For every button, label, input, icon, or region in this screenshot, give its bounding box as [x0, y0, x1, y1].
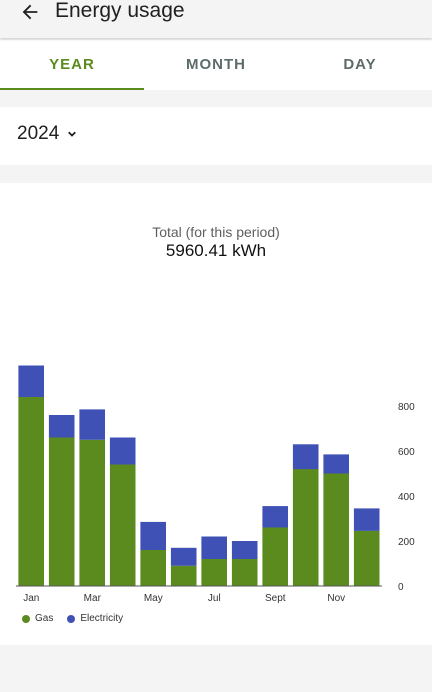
page-title: Energy usage	[55, 0, 185, 22]
chevron-down-icon	[68, 131, 77, 137]
y-tick-label-400: 400	[398, 492, 415, 503]
tab-day[interactable]: DAY	[343, 56, 377, 73]
legend-electricity[interactable]: Electricity	[67, 613, 123, 624]
y-tick-label-0: 0	[398, 582, 404, 593]
x-tick-label-mar: Mar	[84, 593, 102, 604]
bar-gas-aug[interactable]	[231, 559, 258, 586]
x-tick-label-nov: Nov	[327, 593, 345, 604]
bar-gas-mar[interactable]	[79, 439, 105, 587]
bar-electricity-feb[interactable]	[48, 415, 75, 438]
back-button[interactable]	[14, 0, 46, 28]
arrow-back-icon	[22, 4, 38, 20]
legend-gas-swatch	[22, 614, 30, 623]
bar-gas-apr[interactable]	[109, 464, 136, 587]
legend-electricity-swatch	[67, 614, 76, 623]
bar-gas-jan[interactable]	[18, 397, 44, 586]
bar-electricity-apr[interactable]	[109, 437, 136, 465]
year-card: 2024	[0, 107, 432, 165]
y-tick-label-600: 600	[398, 447, 415, 458]
app-bar: Energy usage	[0, 0, 432, 38]
bar-electricity-jan[interactable]	[18, 365, 44, 398]
bar-electricity-oct[interactable]	[292, 444, 319, 470]
bar-electricity-mar[interactable]	[79, 409, 105, 440]
legend-gas-label: Gas	[35, 613, 54, 624]
bar-electricity-sept[interactable]	[262, 506, 288, 528]
x-tick-label-may: May	[144, 593, 163, 604]
bar-electricity-nov[interactable]	[323, 454, 349, 474]
bar-gas-jul[interactable]	[201, 559, 227, 586]
bar-electricity-jul[interactable]	[201, 536, 227, 560]
total-label: Total (for this period)	[152, 224, 280, 240]
legend-electricity-label: Electricity	[80, 613, 124, 624]
x-tick-label-sept: Sept	[265, 593, 286, 604]
energy-bar-chart: Jan Mar May Jul Sept Nov 0 200 400 600 800	[16, 365, 415, 604]
bar-gas-jun[interactable]	[170, 565, 197, 587]
bar-gas-oct[interactable]	[292, 469, 319, 586]
x-tick-label-jul: Jul	[208, 593, 221, 604]
x-tick-label-jan: Jan	[23, 593, 39, 604]
year-dropdown[interactable]: 2024	[17, 123, 79, 145]
bar-gas-sept[interactable]	[262, 527, 288, 587]
bar-electricity-jun[interactable]	[170, 547, 197, 566]
total-value: 5960.41 kWh	[165, 241, 267, 260]
tab-month[interactable]: MONTH	[186, 56, 246, 73]
bar-electricity-aug[interactable]	[231, 541, 258, 559]
y-tick-label-800: 800	[398, 402, 415, 413]
bar-gas-may[interactable]	[140, 550, 166, 586]
chart-legend: Gas Electricity	[22, 613, 123, 624]
bar-gas-feb[interactable]	[48, 437, 75, 587]
year-value: 2024	[17, 123, 60, 144]
period-tabs: YEAR MONTH DAY	[0, 40, 432, 90]
legend-gas[interactable]: Gas	[22, 613, 53, 624]
chart-card: Total (for this period) 5960.41 kWh Jan M…	[0, 183, 432, 645]
bar-electricity-dec[interactable]	[353, 508, 380, 531]
bar-gas-nov[interactable]	[323, 473, 349, 587]
bar-gas-dec[interactable]	[353, 530, 380, 586]
bar-electricity-may[interactable]	[140, 521, 166, 550]
tab-year[interactable]: YEAR	[0, 40, 144, 90]
y-tick-label-200: 200	[398, 537, 415, 548]
